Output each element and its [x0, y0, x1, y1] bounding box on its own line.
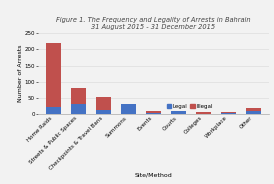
Bar	[221, 112, 236, 113]
Legend: Legal, Illegal: Legal, Illegal	[164, 102, 215, 111]
Bar	[46, 107, 61, 114]
Bar	[196, 112, 211, 114]
X-axis label: Site/Method: Site/Method	[135, 172, 172, 177]
Bar	[121, 104, 136, 114]
Bar	[221, 113, 236, 114]
Bar	[171, 111, 186, 114]
Y-axis label: Number of Arrests: Number of Arrests	[18, 45, 23, 102]
Bar	[46, 43, 61, 107]
Bar	[71, 88, 86, 104]
Title: Figure 1. The Frequency and Legality of Arrests in Bahrain
31 August 2015 - 31 D: Figure 1. The Frequency and Legality of …	[56, 17, 251, 30]
Bar	[71, 104, 86, 114]
Bar	[96, 97, 111, 110]
Bar	[246, 111, 261, 114]
Bar	[146, 111, 161, 113]
Bar	[96, 110, 111, 114]
Bar	[246, 108, 261, 111]
Bar	[146, 113, 161, 114]
